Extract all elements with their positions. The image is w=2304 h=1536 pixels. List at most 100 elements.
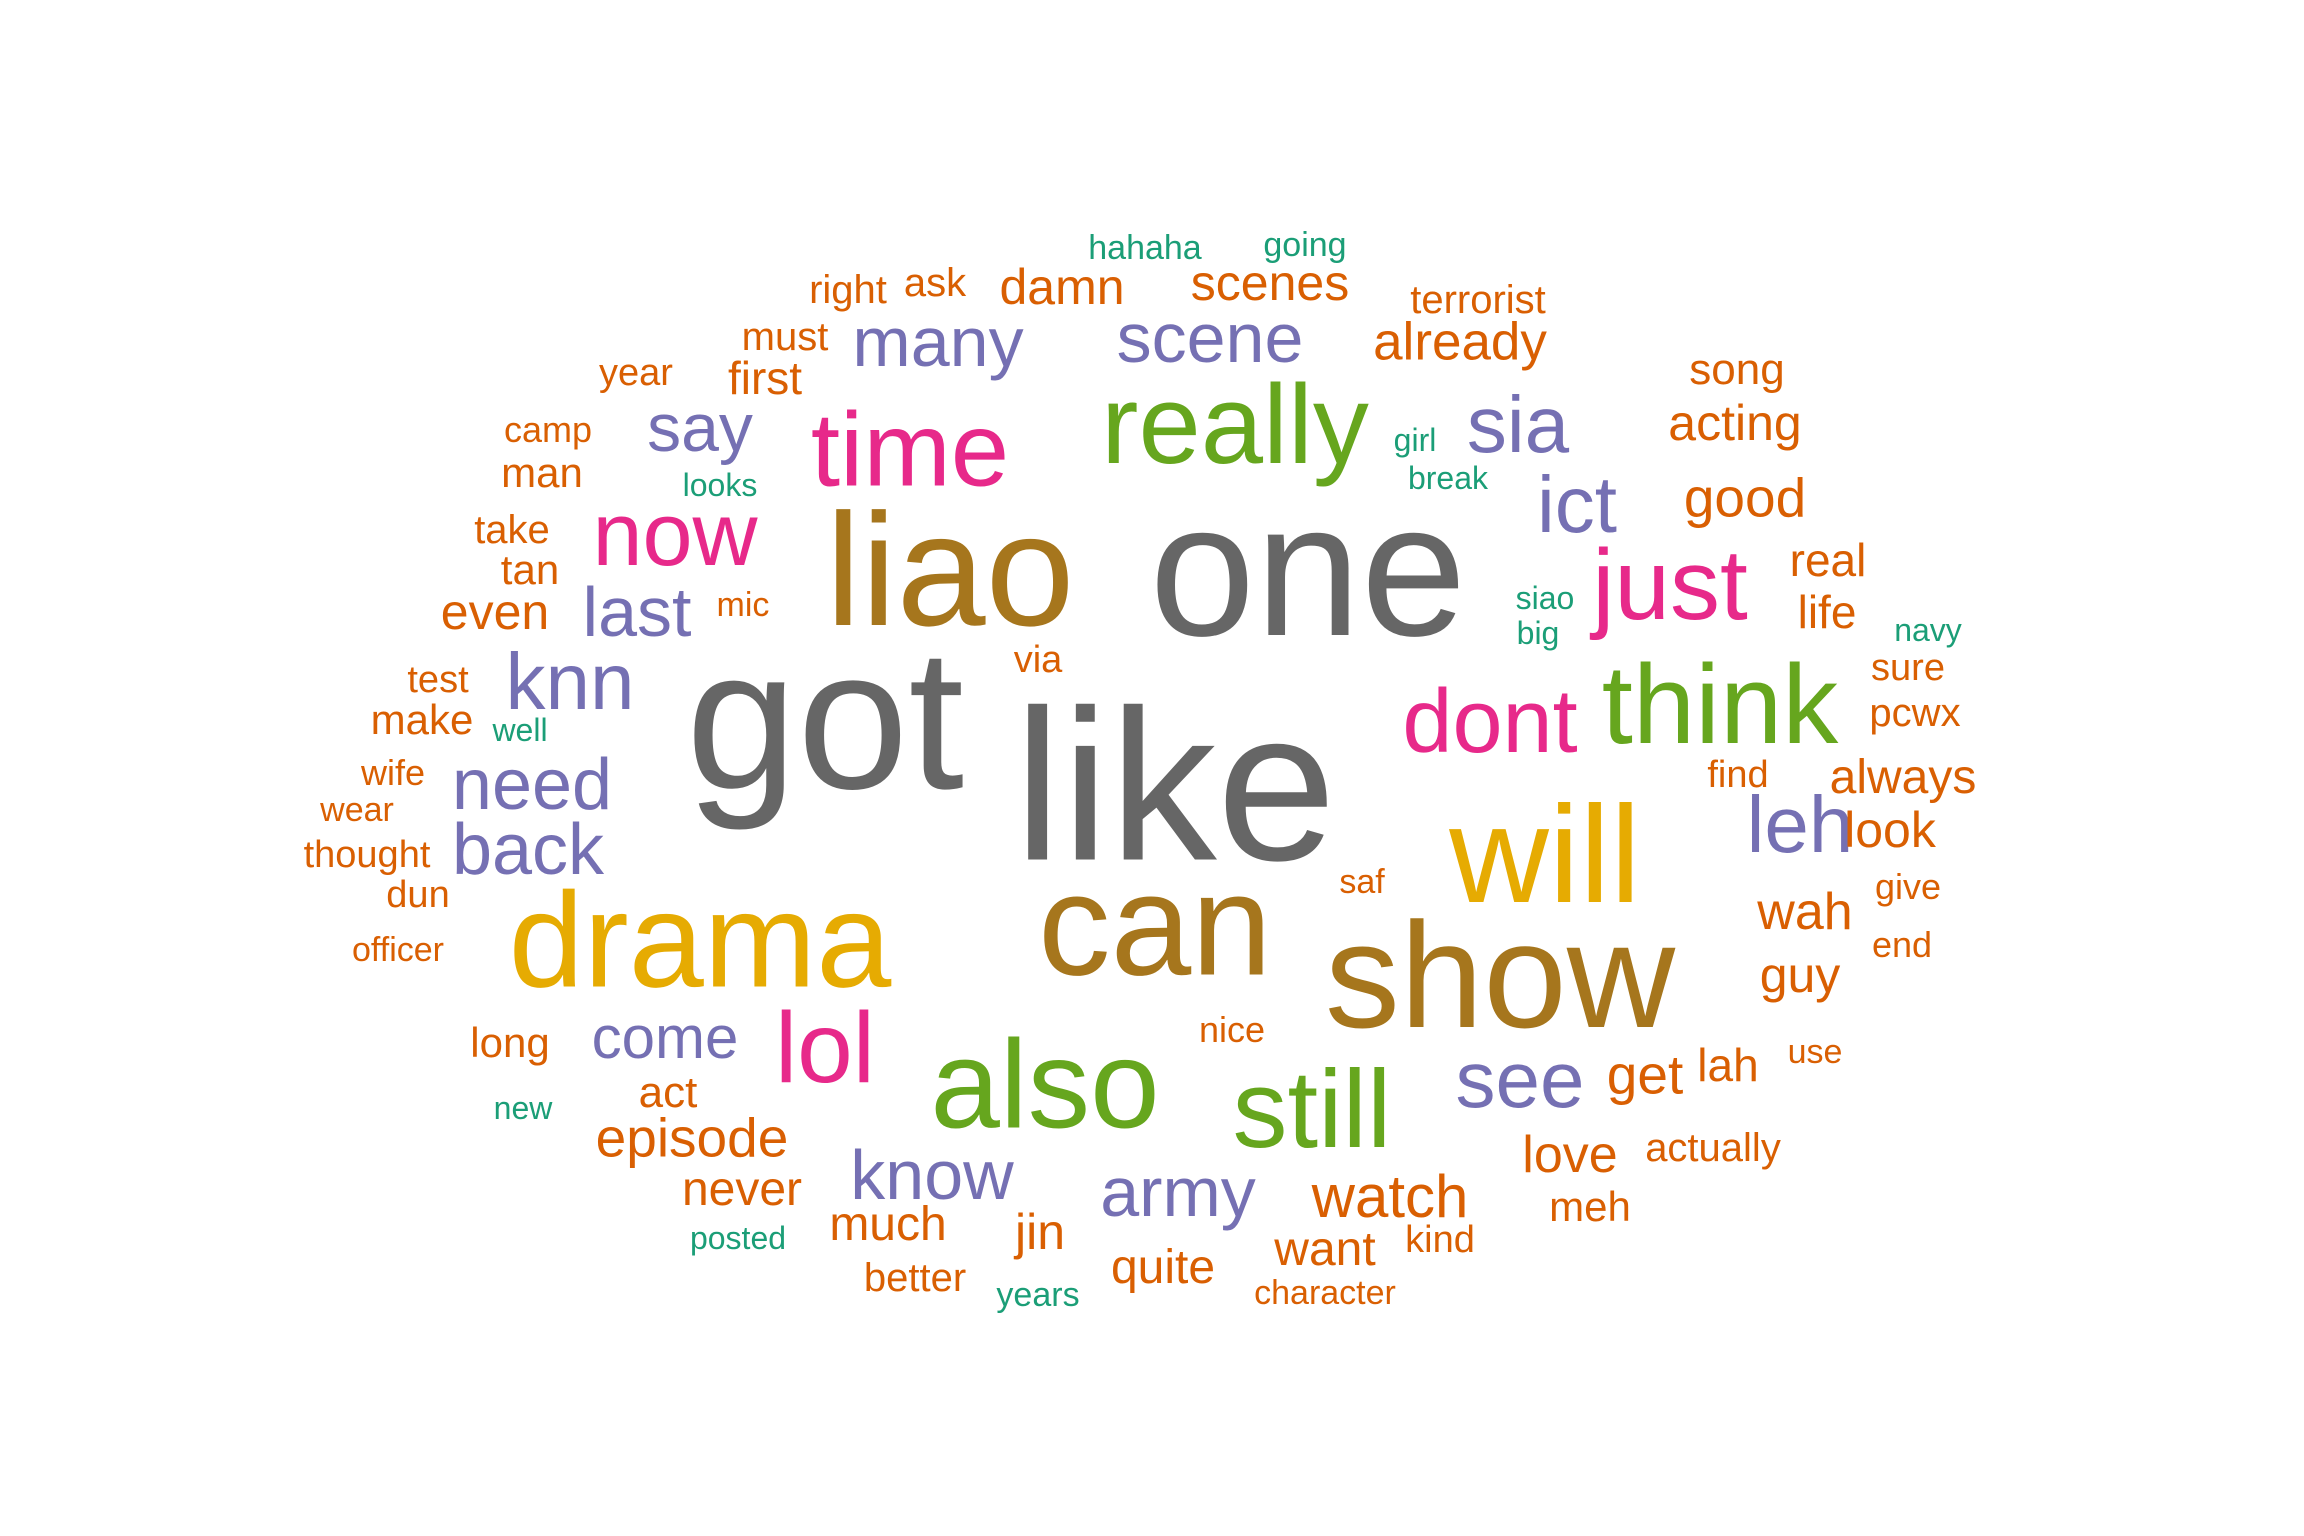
word-back: back <box>451 810 605 890</box>
word-acting: acting <box>1668 395 1802 451</box>
word-jin: jin <box>1014 1204 1066 1260</box>
word-thought: thought <box>303 834 431 876</box>
word-siao: siao <box>1515 580 1575 616</box>
word-officer: officer <box>352 931 444 969</box>
word-guy: guy <box>1759 947 1841 1003</box>
word-wah: wah <box>1757 883 1853 941</box>
word-will: will <box>1449 778 1641 932</box>
word-better: better <box>863 1256 967 1300</box>
word-years: years <box>996 1276 1080 1314</box>
word-use: use <box>1787 1033 1843 1071</box>
word-want: want <box>1274 1223 1376 1276</box>
word-via: via <box>1013 639 1063 681</box>
word-knn: knn <box>505 637 635 726</box>
word-just: just <box>1592 529 1748 641</box>
word-last: last <box>582 573 692 651</box>
word-meh: meh <box>1549 1183 1631 1230</box>
word-still: still <box>1232 1048 1392 1171</box>
word-much: much <box>829 1198 947 1251</box>
word-sure: sure <box>1871 647 1945 689</box>
word-posted: posted <box>689 1220 787 1256</box>
word-quite: quite <box>1110 1241 1216 1294</box>
word-like: like <box>1013 664 1337 906</box>
word-kind: kind <box>1405 1219 1475 1261</box>
word-always: always <box>1829 751 1977 804</box>
word-must: must <box>741 315 829 359</box>
word-sia: sia <box>1466 380 1570 469</box>
word-man: man <box>501 449 583 496</box>
word-hahaha: hahaha <box>1088 229 1202 267</box>
word-terrorist: terrorist <box>1410 278 1546 322</box>
word-know: know <box>850 1136 1014 1214</box>
word-got: got <box>685 608 965 831</box>
word-mic: mic <box>716 586 770 624</box>
word-lah: lah <box>1697 1039 1759 1091</box>
word-see: see <box>1455 1035 1585 1124</box>
word-watch: watch <box>1311 1163 1469 1230</box>
word-right: right <box>809 268 887 312</box>
word-give: give <box>1874 866 1942 907</box>
word-wear: wear <box>320 791 394 829</box>
word-ask: ask <box>903 261 967 305</box>
word-big: big <box>1516 615 1560 651</box>
word-going: going <box>1263 226 1347 264</box>
word-even: even <box>440 584 550 640</box>
word-saf: saf <box>1339 863 1385 901</box>
word-make: make <box>370 696 474 743</box>
word-get: get <box>1606 1043 1684 1106</box>
word-damn: damn <box>999 259 1125 315</box>
word-good: good <box>1683 466 1807 529</box>
word-say: say <box>647 390 753 466</box>
word-tan: tan <box>500 546 560 593</box>
word-think: think <box>1601 642 1839 767</box>
word-already: already <box>1373 312 1547 372</box>
word-one: one <box>1149 464 1467 676</box>
word-come: come <box>591 1004 739 1071</box>
word-well: well <box>492 712 548 748</box>
word-year: year <box>599 352 673 394</box>
word-take: take <box>474 508 550 552</box>
word-scene: scene <box>1116 299 1304 377</box>
word-liao: liao <box>825 480 1075 659</box>
word-dun: dun <box>386 874 450 916</box>
word-lol: lol <box>774 992 876 1104</box>
word-nice: nice <box>1198 1009 1266 1050</box>
word-looks: looks <box>682 467 758 503</box>
word-end: end <box>1871 924 1933 965</box>
word-episode: episode <box>595 1106 789 1169</box>
word-character: character <box>1254 1274 1396 1312</box>
word-navy: navy <box>1894 612 1962 648</box>
word-many: many <box>852 303 1024 381</box>
word-also: also <box>930 1015 1160 1155</box>
word-girl: girl <box>1393 422 1437 458</box>
word-life: life <box>1797 586 1857 638</box>
word-camp: camp <box>503 409 593 450</box>
word-act: act <box>638 1068 698 1117</box>
word-leh: leh <box>1746 780 1854 869</box>
word-song: song <box>1689 345 1785 394</box>
word-test: test <box>407 659 469 701</box>
word-first: first <box>727 352 803 404</box>
word-wife: wife <box>360 752 426 793</box>
word-now: now <box>592 485 758 585</box>
word-really: really <box>1101 362 1369 487</box>
word-army: army <box>1100 1153 1256 1231</box>
word-scenes: scenes <box>1190 255 1350 311</box>
word-actually: actually <box>1645 1126 1781 1170</box>
word-never: never <box>681 1163 803 1216</box>
word-need: need <box>451 745 613 825</box>
word-break: break <box>1407 460 1489 496</box>
word-find: find <box>1707 754 1769 796</box>
word-ict: ict <box>1537 460 1617 549</box>
word-drama: drama <box>508 864 892 1016</box>
word-show: show <box>1324 891 1676 1059</box>
word-look: look <box>1844 802 1936 858</box>
word-dont: dont <box>1402 672 1578 772</box>
word-pcwx: pcwx <box>1869 691 1961 735</box>
word-new: new <box>493 1090 553 1126</box>
word-long: long <box>470 1019 550 1066</box>
word-real: real <box>1789 534 1867 586</box>
word-love: love <box>1522 1126 1618 1184</box>
word-can: can <box>1038 843 1272 1006</box>
